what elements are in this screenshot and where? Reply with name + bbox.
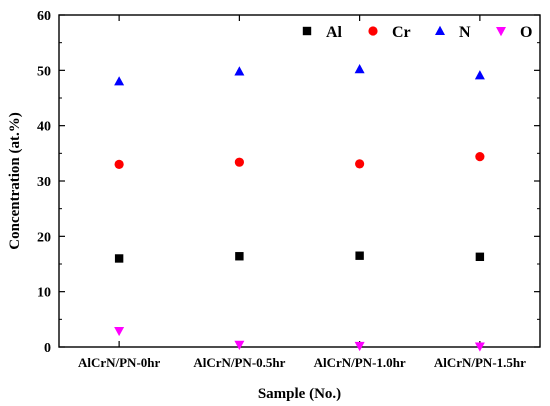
data-point-o (114, 326, 125, 337)
legend-marker-o (496, 27, 506, 37)
data-point-n (474, 70, 485, 80)
data-point-o (354, 341, 365, 352)
data-point-n (354, 64, 365, 74)
data-point-o (234, 340, 245, 350)
data-point-n (234, 66, 245, 76)
x-tick-label: AlCrN/PN-1.0hr (314, 355, 406, 370)
data-point-cr (114, 159, 124, 169)
data-point-n (114, 76, 125, 86)
data-point-al (235, 252, 244, 261)
legend-marker-al (302, 26, 312, 36)
data-point-al (114, 254, 124, 263)
x-tick-label: AlCrN/PN-1.5hr (434, 355, 526, 370)
data-point-al (475, 252, 485, 262)
x-tick-label: AlCrN/PN-0hr (78, 355, 161, 370)
legend-label-n: N (459, 24, 471, 41)
data-point-o (474, 342, 485, 352)
data-point-cr (234, 157, 244, 167)
y-tick-label: 30 (37, 175, 51, 190)
y-tick-label: 60 (37, 9, 51, 24)
y-tick-label: 50 (37, 64, 51, 79)
y-tick-label: 0 (44, 341, 51, 356)
legend-label-o: O (520, 24, 532, 41)
legend-label-cr: Cr (392, 24, 411, 41)
x-tick-label: AlCrN/PN-0.5hr (193, 355, 285, 370)
y-tick-label: 10 (37, 286, 51, 301)
legend-marker-cr (368, 26, 378, 36)
data-point-cr (355, 159, 365, 169)
y-axis-label: Concentration (at.%) (7, 112, 23, 249)
plot-frame (58, 14, 541, 348)
legend-marker-n (435, 25, 445, 35)
y-tick-label: 20 (37, 230, 51, 245)
y-tick-label: 40 (37, 120, 51, 135)
data-point-al (355, 251, 364, 260)
data-point-cr (475, 152, 485, 162)
x-axis-label: Sample (No.) (258, 386, 341, 402)
legend-label-al: Al (326, 24, 343, 41)
